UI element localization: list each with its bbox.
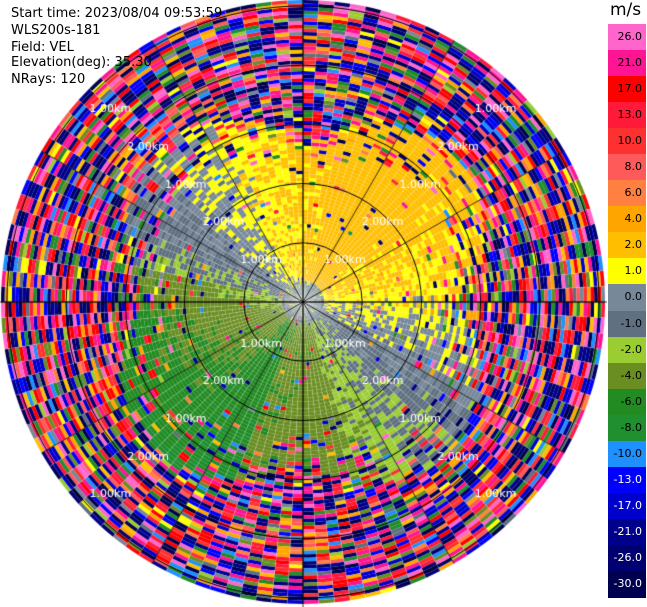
colorbar-tick-label: 13.0 <box>617 108 643 122</box>
colorbar-tick-label: 6.0 <box>624 186 643 200</box>
colorbar-segment <box>608 466 646 494</box>
colorbar-segment <box>608 154 646 181</box>
colorbar-tick-label: -10.0 <box>613 446 642 460</box>
colorbar-tick-label: -2.0 <box>620 342 642 356</box>
colorbar-segment <box>608 336 646 364</box>
colorbar-tick-label: -26.0 <box>613 550 642 564</box>
start-time-label: Start time: 2023/08/04 09:53:59 <box>11 6 223 21</box>
colorbar-tick-label: 8.0 <box>624 160 643 174</box>
elevation-label: Elevation(deg): 35.30 <box>11 55 152 70</box>
colorbar-segment <box>608 362 646 390</box>
colorbar-tick-label: -1.0 <box>620 316 642 330</box>
colorbar-tick-label: -4.0 <box>620 368 642 382</box>
colorbar-tick-label: 10.0 <box>617 134 643 148</box>
colorbar-tick-label: -6.0 <box>620 394 642 408</box>
colorbar-tick-label: 4.0 <box>624 212 643 226</box>
colorbar-segment <box>608 414 646 442</box>
colorbar-tick-label: -17.0 <box>613 498 642 512</box>
colorbar-segment <box>608 76 646 103</box>
colorbar: 26.0 21.0 17.0 13.0 10.0 8.0 6.0 4.0 2.0 1.0 0.0 -1… <box>608 24 647 598</box>
colorbar-tick-label: 26.0 <box>617 30 643 44</box>
colorbar-segment <box>608 284 646 312</box>
colorbar-segment <box>608 50 646 77</box>
colorbar-segment <box>608 492 646 520</box>
colorbar-segment <box>608 232 646 259</box>
colorbar-segment <box>608 102 646 129</box>
colorbar-segment <box>608 544 646 572</box>
colorbar-segment <box>608 24 646 51</box>
colorbar-segment <box>608 440 646 468</box>
colorbar-segment <box>608 258 646 286</box>
colorbar-tick-label: 17.0 <box>617 82 643 96</box>
colorbar-tick-label: 21.0 <box>617 56 643 70</box>
colorbar-tick-label: 0.0 <box>624 290 643 304</box>
nrays-label: NRays: 120 <box>11 72 86 87</box>
colorbar-tick-label: -13.0 <box>613 472 642 486</box>
colorbar-tick-label: 1.0 <box>624 264 643 278</box>
colorbar-segment <box>608 180 646 207</box>
ppi-velocity-plot <box>0 0 607 607</box>
field-label: Field: VEL <box>11 40 74 55</box>
colorbar-segment <box>608 518 646 546</box>
colorbar-tick-label: -8.0 <box>620 420 642 434</box>
colorbar-tick-label: -30.0 <box>613 576 642 590</box>
colorbar-segment <box>608 570 646 598</box>
colorbar-segment <box>608 388 646 416</box>
colorbar-tick-label: 2.0 <box>624 238 643 252</box>
colorbar-tick-label: -21.0 <box>613 524 642 538</box>
colorbar-segment <box>608 128 646 155</box>
colorbar-segment <box>608 206 646 233</box>
colorbar-segment <box>608 310 646 338</box>
instrument-label: WLS200s-181 <box>11 23 101 38</box>
colorbar-unit: m/s <box>610 0 642 20</box>
